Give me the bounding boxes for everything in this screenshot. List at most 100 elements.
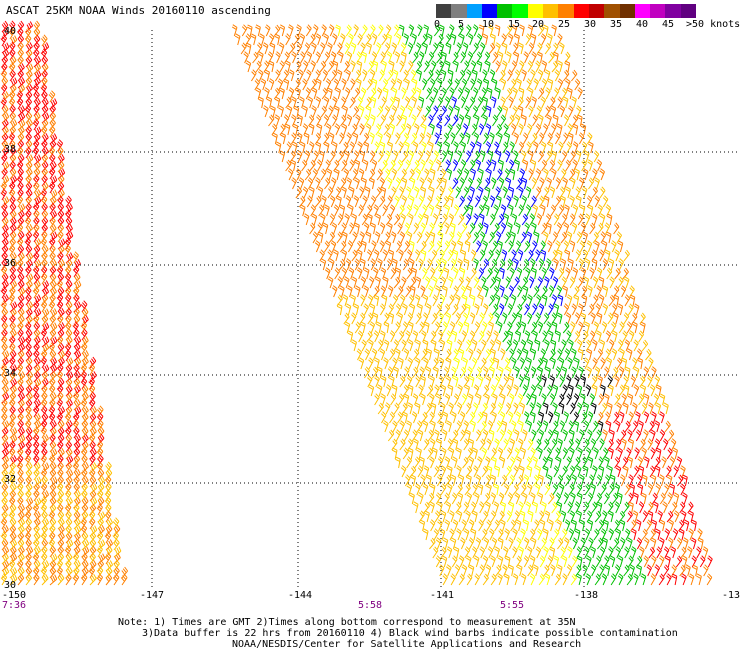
wind-barb bbox=[284, 123, 291, 136]
wind-barb bbox=[73, 532, 81, 544]
wind-barb bbox=[310, 60, 316, 73]
wind-barb bbox=[547, 330, 554, 343]
wind-barb bbox=[556, 312, 563, 325]
wind-barb bbox=[325, 123, 332, 136]
wind-barb bbox=[541, 501, 547, 514]
wind-barb bbox=[616, 402, 622, 415]
wind-barb bbox=[323, 132, 330, 145]
wind-barb bbox=[664, 483, 670, 496]
wind-barb bbox=[472, 42, 479, 55]
wind-barb bbox=[658, 555, 665, 568]
wind-barb bbox=[426, 195, 433, 208]
wind-barb bbox=[460, 366, 467, 379]
wind-barb bbox=[543, 168, 549, 181]
wind-barb bbox=[457, 258, 463, 271]
wind-barb bbox=[422, 312, 429, 325]
wind-barb bbox=[1, 175, 10, 187]
wind-barb bbox=[478, 519, 484, 532]
wind-barb bbox=[566, 330, 572, 343]
wind-barb bbox=[436, 51, 443, 64]
wind-barb bbox=[40, 328, 48, 341]
wind-barb bbox=[295, 60, 302, 73]
wind-barb bbox=[629, 294, 636, 307]
wind-barb bbox=[17, 356, 24, 369]
wind-barb bbox=[523, 474, 530, 487]
wind-barb bbox=[366, 330, 373, 343]
wind-barb bbox=[41, 55, 48, 68]
wind-barb bbox=[439, 294, 446, 307]
wind-barb bbox=[535, 123, 542, 136]
wind-barb bbox=[460, 96, 467, 109]
wind-barb bbox=[334, 105, 340, 118]
wind-barb bbox=[583, 150, 590, 163]
wind-barb bbox=[346, 114, 353, 127]
wind-barb bbox=[522, 384, 529, 397]
wind-barb bbox=[9, 125, 17, 138]
wind-barb bbox=[394, 132, 401, 145]
wind-barb bbox=[498, 492, 505, 505]
wind-barb bbox=[576, 384, 583, 397]
wind-barb bbox=[300, 51, 306, 64]
wind-barb bbox=[473, 384, 480, 397]
wind-barb bbox=[618, 258, 624, 271]
wind-barb bbox=[650, 429, 656, 442]
wind-barb bbox=[25, 76, 33, 89]
wind-barb bbox=[9, 524, 17, 537]
wind-barb bbox=[514, 492, 521, 505]
wind-barb bbox=[112, 517, 120, 530]
wind-barb bbox=[576, 555, 583, 568]
wind-barb bbox=[513, 465, 519, 478]
wind-barb bbox=[529, 555, 536, 568]
wind-barb bbox=[302, 123, 309, 136]
wind-barb bbox=[511, 312, 518, 325]
wind-barb bbox=[315, 33, 322, 46]
wind-barb bbox=[628, 411, 634, 424]
wind-barb bbox=[57, 238, 66, 250]
wind-barb bbox=[453, 60, 459, 73]
wind-barb bbox=[505, 177, 512, 190]
wind-barb bbox=[546, 114, 552, 127]
wind-barb bbox=[270, 105, 276, 118]
wind-barb bbox=[72, 552, 80, 565]
wind-barb bbox=[430, 420, 436, 433]
wind-barb bbox=[571, 96, 577, 109]
wind-barb bbox=[676, 537, 683, 550]
wind-barb bbox=[526, 465, 533, 478]
wind-barb bbox=[542, 24, 549, 37]
wind-barb bbox=[458, 195, 465, 208]
wind-barb bbox=[33, 328, 41, 341]
wind-barb bbox=[522, 258, 530, 271]
wind-barb bbox=[410, 285, 416, 298]
wind-barb bbox=[529, 402, 535, 415]
wind-barb bbox=[406, 267, 413, 280]
wind-barb bbox=[589, 222, 596, 235]
wind-barb bbox=[387, 177, 393, 190]
wind-barb bbox=[401, 402, 408, 415]
wind-barb bbox=[445, 474, 452, 487]
wind-barb bbox=[490, 348, 496, 361]
wind-barb bbox=[285, 60, 291, 73]
wind-barb bbox=[540, 249, 547, 262]
wind-barb bbox=[57, 328, 65, 341]
wind-barb bbox=[353, 87, 361, 100]
wind-barb bbox=[539, 240, 546, 253]
wind-barb bbox=[391, 105, 398, 118]
wind-barb bbox=[1, 209, 9, 222]
wind-barb bbox=[619, 348, 625, 361]
wind-barb bbox=[387, 303, 394, 316]
wind-barb bbox=[328, 24, 335, 37]
wind-barb bbox=[662, 501, 668, 514]
wind-barb bbox=[41, 434, 49, 446]
wind-barb bbox=[537, 51, 543, 64]
wind-barb bbox=[478, 375, 484, 388]
wind-barb bbox=[65, 195, 72, 208]
wind-barb bbox=[681, 573, 687, 586]
wind-barb bbox=[539, 555, 546, 568]
wind-barb bbox=[640, 492, 647, 505]
wind-barb bbox=[569, 276, 576, 289]
wind-barb bbox=[264, 69, 270, 82]
wind-barb bbox=[466, 69, 472, 82]
wind-barb bbox=[16, 195, 24, 208]
wind-barb bbox=[373, 330, 380, 343]
wind-barb bbox=[24, 447, 32, 460]
